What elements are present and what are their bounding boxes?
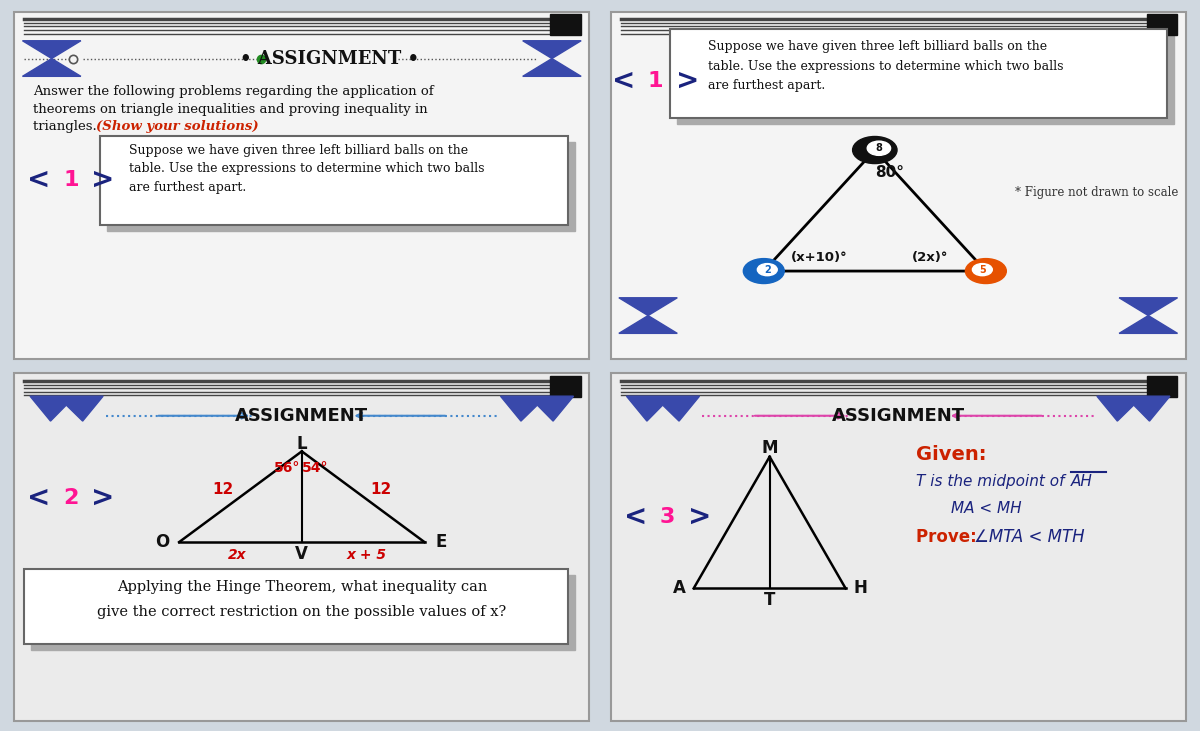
- FancyBboxPatch shape: [550, 14, 581, 35]
- Text: >: >: [91, 166, 115, 194]
- Text: theorems on triangle inequalities and proving inequality in: theorems on triangle inequalities and pr…: [32, 102, 427, 115]
- Polygon shape: [619, 316, 677, 333]
- Text: 8: 8: [876, 143, 882, 154]
- Text: AH: AH: [1072, 474, 1093, 489]
- Text: >: >: [676, 67, 700, 94]
- Text: O: O: [156, 533, 170, 551]
- Text: (x+10)°: (x+10)°: [791, 251, 847, 264]
- Text: 1: 1: [64, 170, 79, 190]
- Polygon shape: [23, 41, 80, 58]
- Text: T is the midpoint of: T is the midpoint of: [916, 474, 1069, 489]
- Text: >: >: [91, 484, 115, 512]
- Text: 54°: 54°: [301, 461, 328, 475]
- Text: * Figure not drawn to scale: * Figure not drawn to scale: [1015, 186, 1178, 200]
- Circle shape: [853, 137, 898, 164]
- Polygon shape: [30, 396, 103, 421]
- Text: are furthest apart.: are furthest apart.: [708, 80, 826, 92]
- Text: Applying the Hinge Theorem, what inequality can: Applying the Hinge Theorem, what inequal…: [116, 580, 487, 594]
- Text: (2x)°: (2x)°: [912, 251, 948, 264]
- FancyBboxPatch shape: [100, 136, 568, 225]
- Text: triangles.: triangles.: [32, 121, 101, 133]
- Text: T: T: [764, 591, 775, 609]
- Text: Suppose we have given three left billiard balls on the: Suppose we have given three left billiar…: [130, 143, 468, 156]
- Polygon shape: [523, 58, 581, 76]
- Text: Answer the following problems regarding the application of: Answer the following problems regarding …: [32, 85, 433, 98]
- Polygon shape: [1120, 298, 1177, 316]
- Text: V: V: [295, 545, 308, 563]
- Polygon shape: [1120, 316, 1177, 333]
- Text: 56°: 56°: [274, 461, 300, 475]
- Text: 2x: 2x: [228, 548, 247, 562]
- Text: Suppose we have given three left billiard balls on the: Suppose we have given three left billiar…: [708, 40, 1048, 53]
- Text: ASSIGNMENT: ASSIGNMENT: [235, 406, 368, 425]
- Polygon shape: [23, 58, 80, 76]
- Polygon shape: [619, 298, 677, 316]
- Text: ASSIGNMENT: ASSIGNMENT: [832, 406, 965, 425]
- FancyBboxPatch shape: [31, 575, 575, 650]
- Circle shape: [966, 259, 1007, 284]
- FancyBboxPatch shape: [14, 12, 589, 359]
- Text: MA < MH: MA < MH: [950, 501, 1021, 516]
- Polygon shape: [500, 396, 574, 421]
- FancyBboxPatch shape: [677, 35, 1174, 124]
- Text: <: <: [28, 484, 50, 512]
- FancyBboxPatch shape: [671, 29, 1168, 118]
- Circle shape: [743, 259, 785, 284]
- Polygon shape: [626, 396, 700, 421]
- Text: 1: 1: [648, 71, 664, 91]
- Text: (Show your solutions): (Show your solutions): [96, 121, 259, 133]
- Text: <: <: [612, 67, 635, 94]
- FancyBboxPatch shape: [611, 12, 1186, 359]
- Text: M: M: [761, 439, 778, 457]
- Polygon shape: [1097, 396, 1170, 421]
- FancyBboxPatch shape: [550, 376, 581, 397]
- Text: E: E: [436, 533, 446, 551]
- Text: 2: 2: [64, 488, 79, 507]
- Text: are furthest apart.: are furthest apart.: [130, 181, 247, 194]
- Text: table. Use the expressions to determine which two balls: table. Use the expressions to determine …: [708, 60, 1063, 73]
- Text: >: >: [688, 503, 712, 531]
- FancyBboxPatch shape: [1146, 376, 1177, 397]
- FancyBboxPatch shape: [1146, 14, 1177, 35]
- Text: give the correct restriction on the possible values of x?: give the correct restriction on the poss…: [97, 605, 506, 618]
- Text: H: H: [853, 580, 868, 597]
- Text: 3: 3: [660, 507, 676, 527]
- Text: 12: 12: [212, 482, 234, 497]
- Circle shape: [868, 141, 890, 156]
- Text: <: <: [624, 503, 647, 531]
- Text: Given:: Given:: [916, 445, 986, 464]
- Circle shape: [972, 264, 992, 276]
- Text: x + 5: x + 5: [346, 548, 386, 562]
- Text: L: L: [296, 434, 307, 452]
- Text: 5: 5: [979, 265, 985, 275]
- Text: 80°: 80°: [875, 164, 904, 180]
- Text: table. Use the expressions to determine which two balls: table. Use the expressions to determine …: [130, 162, 485, 175]
- Circle shape: [757, 264, 778, 276]
- FancyBboxPatch shape: [24, 569, 568, 643]
- Text: 12: 12: [370, 482, 391, 497]
- Text: • ASSIGNMENT •: • ASSIGNMENT •: [240, 50, 420, 67]
- Text: <: <: [28, 166, 50, 194]
- Text: 2: 2: [764, 265, 770, 275]
- Polygon shape: [523, 41, 581, 58]
- Text: ∠MTA < MTH: ∠MTA < MTH: [974, 528, 1085, 546]
- FancyBboxPatch shape: [611, 374, 1186, 721]
- Text: A: A: [673, 580, 685, 597]
- FancyBboxPatch shape: [14, 374, 589, 721]
- FancyBboxPatch shape: [107, 143, 575, 231]
- Text: Prove:: Prove:: [916, 528, 983, 546]
